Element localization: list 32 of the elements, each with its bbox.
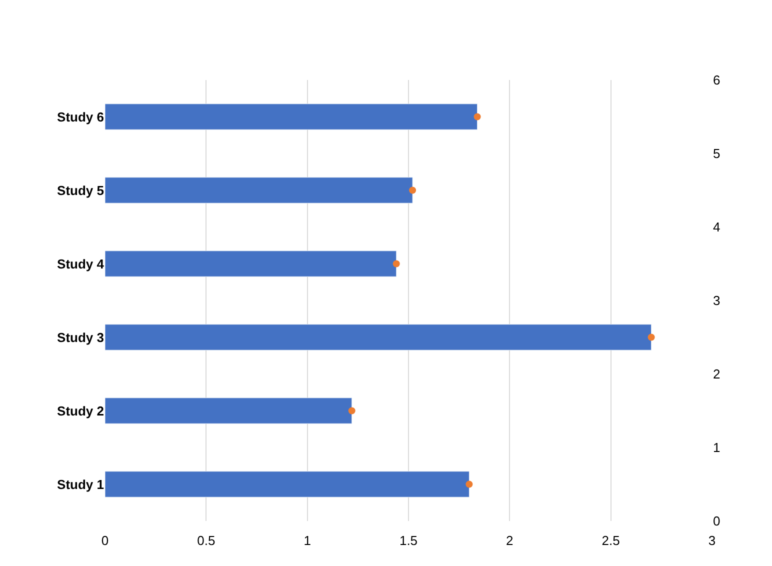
y2-tick-label: 1	[713, 440, 720, 456]
point	[474, 113, 481, 120]
y2-tick-label: 5	[713, 146, 720, 162]
point	[466, 480, 473, 488]
y-tick-label: Study 6	[57, 109, 104, 124]
x-tick-label: 2.5	[602, 533, 620, 548]
x-tick-label: 3	[708, 533, 716, 548]
bar	[105, 324, 652, 350]
x-tick-label: 1	[304, 533, 311, 548]
y-tick-label: Study 4	[57, 256, 105, 272]
y-tick-label: Study 2	[57, 403, 104, 418]
y2-tick-label: 0	[713, 514, 720, 529]
bar	[105, 398, 352, 424]
point	[409, 186, 416, 194]
y2-tick-label: 3	[713, 293, 720, 308]
bar	[105, 104, 478, 130]
bar	[105, 250, 397, 277]
x-tick-label: 0.5	[197, 533, 216, 548]
y-tick-label: Study 5	[57, 182, 104, 198]
y2-tick-label: 4	[713, 220, 720, 235]
x-tick-label: 1.5	[399, 533, 418, 548]
y2-tick-label: 6	[713, 72, 720, 88]
x-tick-label: 0	[101, 533, 109, 548]
point	[348, 407, 356, 414]
bar	[105, 177, 413, 204]
y2-tick-label: 2	[713, 366, 720, 382]
bar	[105, 471, 470, 498]
point	[392, 260, 400, 268]
y-tick-label: Study 1	[57, 476, 104, 492]
point	[648, 334, 655, 341]
y-tick-label: Study 3	[57, 330, 104, 345]
x-tick-label: 2	[506, 533, 514, 548]
